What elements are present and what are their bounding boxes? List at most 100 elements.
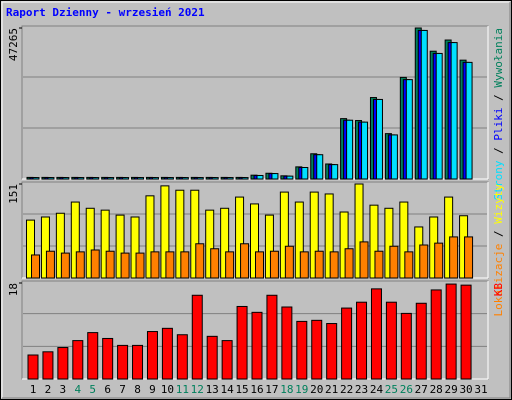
x-tick-label: 16 xyxy=(250,383,263,396)
x-tick-label: 2 xyxy=(45,383,52,396)
legend: Strony / Pliki / Wywołania xyxy=(492,28,505,200)
x-tick-label: 12 xyxy=(191,383,204,396)
bar xyxy=(356,301,368,380)
bar xyxy=(434,242,444,279)
bar xyxy=(354,183,364,279)
bar xyxy=(60,252,70,279)
x-tick-label: 10 xyxy=(161,383,174,396)
bar xyxy=(130,216,140,279)
legend-label: Pliki xyxy=(492,107,505,140)
bar xyxy=(165,251,175,279)
bar xyxy=(404,251,414,279)
legend-label: Lokalizacje xyxy=(492,244,505,317)
x-tick-label: 14 xyxy=(221,383,235,396)
bar xyxy=(450,42,458,180)
bar xyxy=(266,294,278,380)
bar xyxy=(400,312,412,380)
bar xyxy=(221,340,233,380)
x-tick-label: 17 xyxy=(265,383,278,396)
bar xyxy=(211,177,219,180)
x-tick-label: 3 xyxy=(60,383,67,396)
bar xyxy=(311,319,323,380)
bar xyxy=(251,311,263,380)
bar xyxy=(105,250,115,279)
x-tick-label: 29 xyxy=(445,383,458,396)
bar xyxy=(286,175,294,180)
bar xyxy=(117,344,129,380)
bar xyxy=(346,119,354,180)
bar xyxy=(226,177,234,180)
bar xyxy=(135,252,145,279)
bar xyxy=(160,185,170,279)
chart-title: Raport Dzienny - wrzesień 2021 xyxy=(6,6,205,19)
bar xyxy=(31,254,40,279)
bar xyxy=(309,191,319,279)
bar xyxy=(45,250,55,279)
bar xyxy=(369,204,379,279)
bar xyxy=(102,337,114,380)
bar xyxy=(415,302,427,380)
bar xyxy=(420,29,428,180)
bar xyxy=(430,289,442,380)
bar xyxy=(271,173,279,180)
bar xyxy=(26,219,35,279)
bar xyxy=(190,189,200,279)
bar xyxy=(326,323,338,380)
bar xyxy=(279,191,289,279)
legend: Lokalizacje / Wizyty xyxy=(492,184,505,317)
y-tick-label: 47265 xyxy=(7,28,20,61)
bar xyxy=(72,340,84,380)
bar xyxy=(324,193,334,279)
bar xyxy=(100,209,110,279)
x-tick-label: 18 xyxy=(280,383,293,396)
bar xyxy=(175,189,185,279)
bar xyxy=(361,121,369,180)
bar xyxy=(241,177,249,180)
bar xyxy=(77,177,85,180)
x-tick-label: 20 xyxy=(310,383,323,396)
legend-label: Strony xyxy=(492,160,505,200)
bar xyxy=(341,307,353,380)
x-tick-label: 22 xyxy=(340,383,353,396)
bar xyxy=(206,335,218,380)
bar xyxy=(115,214,125,279)
bar xyxy=(191,294,203,380)
legend-label: Wizyty xyxy=(492,184,505,224)
legend-label: KB xyxy=(492,283,505,297)
bar xyxy=(180,251,190,279)
x-tick-label: 30 xyxy=(459,383,472,396)
bar xyxy=(301,166,309,180)
bar xyxy=(55,212,65,279)
bar xyxy=(57,347,69,380)
bar xyxy=(27,354,39,380)
bar xyxy=(205,209,215,279)
bar xyxy=(40,216,50,279)
bar xyxy=(359,241,369,279)
bar xyxy=(196,177,204,180)
bar xyxy=(405,79,413,180)
x-tick-label: 26 xyxy=(400,383,413,396)
legend-label: Wywołania xyxy=(492,28,505,88)
bar xyxy=(236,305,248,380)
bar xyxy=(70,201,80,279)
bar xyxy=(465,61,473,180)
y-tick-label: 18 xyxy=(7,283,20,296)
bar xyxy=(42,351,54,380)
bar xyxy=(107,177,115,180)
bar xyxy=(210,248,220,279)
bar xyxy=(460,284,472,380)
bar xyxy=(235,196,245,279)
x-tick-label: 21 xyxy=(325,383,338,396)
bar xyxy=(250,203,259,279)
bar xyxy=(284,245,294,279)
x-tick-label: 5 xyxy=(89,383,96,396)
bar xyxy=(85,207,95,279)
bar xyxy=(264,214,274,279)
legend-separator: / xyxy=(492,88,505,108)
x-tick-label: 9 xyxy=(149,383,156,396)
legend: KB xyxy=(492,283,505,297)
bar xyxy=(375,98,383,180)
bar xyxy=(87,332,99,380)
